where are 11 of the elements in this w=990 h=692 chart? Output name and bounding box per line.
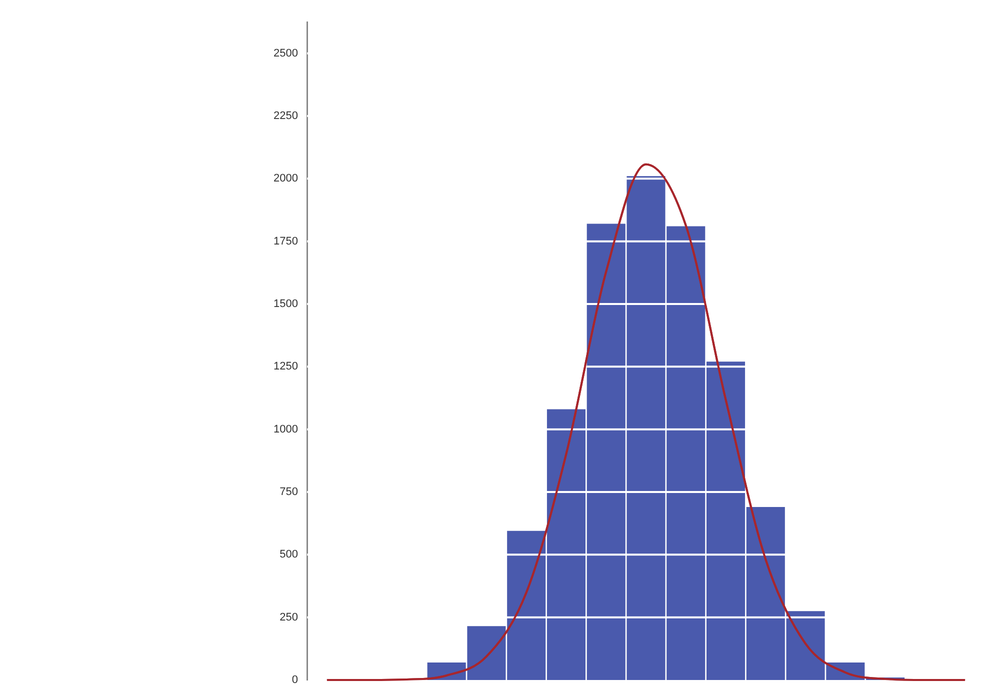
y-tick-label: 1500 [274,298,298,310]
y-tick-label: 500 [280,548,298,561]
y-tick-label: 2000 [274,172,298,185]
y-tick-label: 750 [280,486,298,498]
y-tick-label: 250 [280,611,298,624]
y-tick-label: 1250 [274,360,298,373]
y-tick-label: 0 [292,674,298,686]
y-tick-label: 1750 [274,235,298,248]
y-tick-label: 1000 [274,423,298,436]
y-tick-label: 2500 [274,47,298,60]
y-tick-label: 2250 [274,110,298,122]
